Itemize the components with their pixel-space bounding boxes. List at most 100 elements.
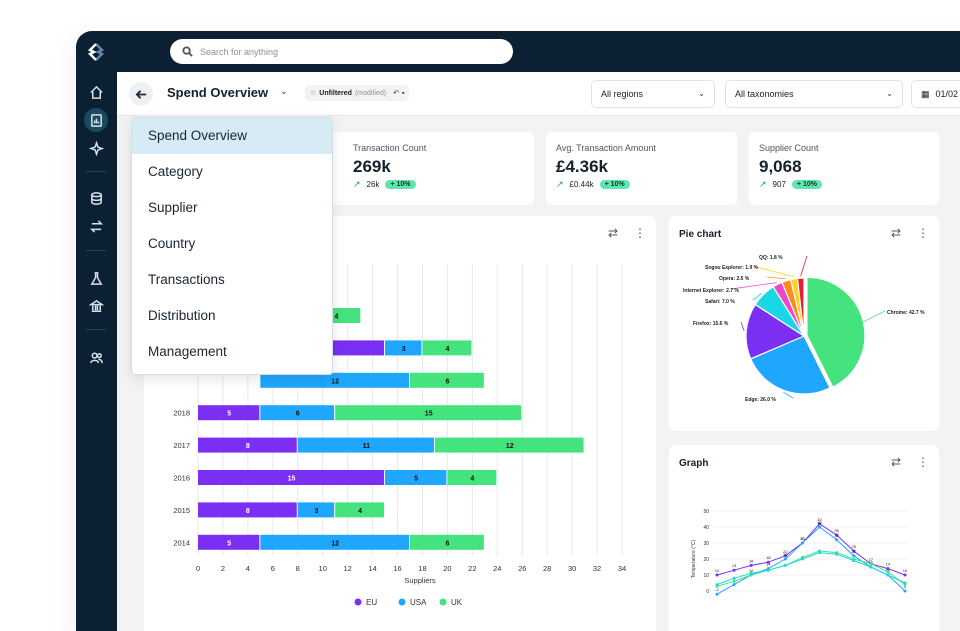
data-point bbox=[783, 563, 787, 567]
home-icon[interactable] bbox=[84, 80, 108, 104]
menu-item-category[interactable]: Category bbox=[148, 164, 203, 179]
save-icon[interactable]: ▪ bbox=[401, 89, 405, 97]
swap-icon[interactable]: ⇄ bbox=[891, 226, 902, 240]
trend-up-icon: ↗ bbox=[353, 179, 361, 189]
data-label: 4 bbox=[358, 508, 362, 515]
y-tick-label: 50 bbox=[703, 509, 709, 515]
filter-state[interactable]: ☆ Unfiltered (modified) ↶ ▪ bbox=[305, 85, 410, 101]
x-tick-label: 16 bbox=[393, 564, 401, 573]
report-icon[interactable] bbox=[84, 108, 108, 132]
data-label: 25 bbox=[852, 544, 857, 549]
users-icon[interactable] bbox=[84, 345, 108, 369]
trend-up-icon: ↗ bbox=[759, 179, 767, 189]
pie-label: Chrome: 42.7 % bbox=[887, 310, 925, 316]
x-tick-label: 22 bbox=[468, 564, 476, 573]
chevron-down-icon[interactable]: ⌄ bbox=[280, 86, 288, 96]
data-label: 35 bbox=[834, 528, 839, 533]
more-icon[interactable]: ⋮ bbox=[917, 226, 929, 240]
pie-leader-line bbox=[783, 391, 794, 399]
data-point bbox=[732, 583, 736, 587]
menu-item-spend-overview[interactable]: Spend Overview bbox=[132, 118, 332, 154]
menu-item-supplier[interactable]: Supplier bbox=[148, 200, 198, 215]
y-tick-label: 20 bbox=[703, 557, 709, 563]
data-point bbox=[715, 573, 719, 577]
data-label: 40 bbox=[817, 520, 822, 525]
back-button[interactable] bbox=[129, 82, 153, 106]
x-tick-label: 14 bbox=[368, 564, 376, 573]
data-point bbox=[732, 576, 736, 580]
x-tick-label: 26 bbox=[518, 564, 526, 573]
line-chart-title: Graph bbox=[679, 458, 709, 469]
data-label: 3 bbox=[315, 508, 319, 515]
data-point bbox=[903, 581, 907, 585]
y-tick-label: 2017 bbox=[173, 441, 190, 450]
kpi-change-badge: + 10% bbox=[385, 180, 416, 189]
taxonomies-select[interactable]: All taxonomies ⌄ bbox=[725, 80, 903, 108]
kpi-card-transaction-count: Transaction Count 269k ↗ 26k + 10% bbox=[343, 132, 534, 205]
data-point bbox=[852, 559, 856, 563]
bar-uk bbox=[410, 372, 484, 388]
sidebar-divider bbox=[86, 171, 106, 172]
sparkle-icon[interactable] bbox=[84, 136, 108, 160]
swap-icon[interactable]: ⇄ bbox=[891, 455, 902, 469]
more-icon[interactable]: ⋮ bbox=[634, 226, 646, 240]
page-header: Spend Overview ⌄ ☆ Unfiltered (modified)… bbox=[117, 72, 960, 116]
chevron-down-icon: ⌄ bbox=[698, 89, 705, 98]
data-label: 5 bbox=[227, 540, 231, 547]
bar-uk bbox=[422, 340, 472, 356]
pie-leader-line bbox=[752, 265, 794, 278]
pie-leader-line bbox=[800, 255, 808, 277]
data-label: 12 bbox=[331, 540, 339, 547]
search-input[interactable] bbox=[200, 46, 500, 57]
kpi-change-badge: + 10% bbox=[791, 180, 822, 189]
menu-item-distribution[interactable]: Distribution bbox=[148, 308, 216, 323]
data-label: 14 bbox=[886, 562, 891, 567]
bar-uk bbox=[434, 437, 584, 453]
date-select[interactable]: ▦ 01/02 bbox=[911, 80, 960, 108]
page-title[interactable]: Spend Overview bbox=[167, 85, 269, 100]
data-label: 10 bbox=[715, 568, 720, 573]
pie-label: Opera: 2.5 % bbox=[719, 276, 750, 282]
data-label: 10 bbox=[903, 568, 908, 573]
data-label: 32 bbox=[834, 533, 839, 538]
x-tick-label: 20 bbox=[443, 564, 451, 573]
regions-select[interactable]: All regions ⌄ bbox=[591, 80, 715, 108]
data-label: 17 bbox=[869, 557, 874, 562]
more-icon[interactable]: ⋮ bbox=[917, 455, 929, 469]
pie-slice bbox=[796, 277, 805, 337]
bar-usa bbox=[297, 437, 434, 453]
global-search[interactable] bbox=[170, 39, 513, 64]
data-label: 8 bbox=[246, 443, 250, 450]
bar-uk bbox=[335, 502, 385, 518]
bar-eu bbox=[198, 405, 260, 421]
pie-label: Firefox: 15.6 % bbox=[693, 321, 729, 327]
star-icon[interactable]: ☆ bbox=[310, 90, 317, 97]
menu-item-transactions[interactable]: Transactions bbox=[148, 272, 225, 287]
data-label: 4 bbox=[445, 346, 449, 353]
y-tick-label: 30 bbox=[703, 541, 709, 547]
line-chart-card: Graph ⇄ ⋮ -1001020304050JanFebMarAprMayJ… bbox=[669, 445, 939, 631]
menu-item-management[interactable]: Management bbox=[148, 344, 227, 359]
pie-leader-line bbox=[740, 321, 745, 332]
menu-item-country[interactable]: Country bbox=[148, 236, 196, 251]
topbar bbox=[117, 31, 960, 72]
flask-icon[interactable] bbox=[84, 266, 108, 290]
y-tick-label: 2018 bbox=[173, 409, 190, 418]
pie-label: Internet Explorer: 2.7 % bbox=[683, 288, 739, 294]
database-icon[interactable] bbox=[84, 186, 108, 210]
x-tick-label: 0 bbox=[196, 564, 200, 573]
undo-icon[interactable]: ↶ bbox=[393, 90, 399, 97]
bank-icon[interactable] bbox=[84, 294, 108, 318]
pie-label: Sogou Explorer: 1.9 % bbox=[705, 265, 759, 271]
kpi-value: 269k bbox=[353, 157, 391, 176]
data-point bbox=[835, 538, 839, 542]
y-tick-label: 0 bbox=[706, 589, 709, 595]
filter-modified-label: (modified) bbox=[354, 89, 387, 97]
transfer-icon[interactable] bbox=[84, 214, 108, 238]
data-point bbox=[732, 568, 736, 572]
pie-leader-line bbox=[766, 276, 786, 280]
data-point bbox=[732, 579, 736, 583]
data-label: 15 bbox=[425, 411, 433, 418]
swap-icon[interactable]: ⇄ bbox=[608, 226, 619, 240]
logo[interactable] bbox=[87, 43, 105, 61]
